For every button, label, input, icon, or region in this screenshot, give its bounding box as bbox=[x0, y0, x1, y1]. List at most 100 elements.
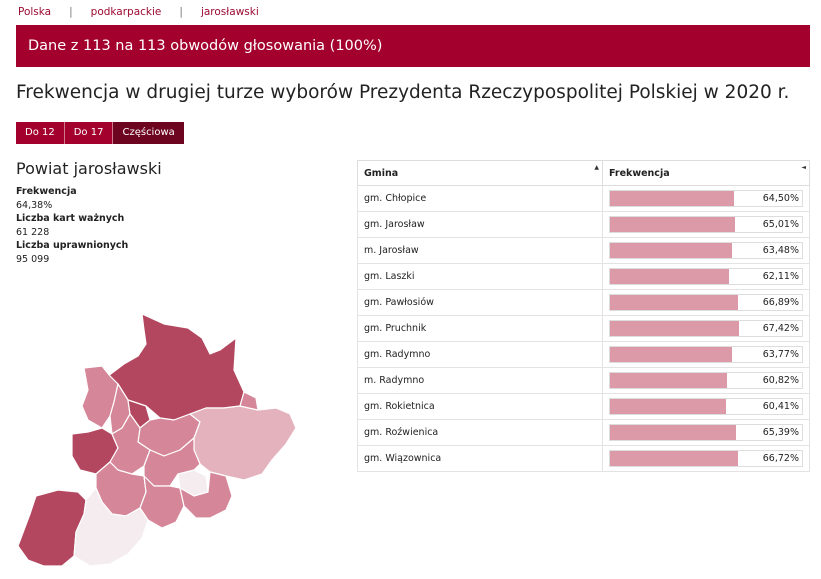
breadcrumb-separator: | bbox=[69, 6, 73, 18]
frekwencja-cell: 63,77% bbox=[602, 341, 810, 368]
stat-label-uprawnieni: Liczba uprawnionych bbox=[16, 240, 129, 252]
table-row[interactable]: m. Radymno 60,82% bbox=[357, 367, 810, 394]
frekwencja-bar bbox=[610, 295, 739, 310]
frekwencja-bar-track: 62,11% bbox=[609, 268, 803, 285]
frekwencja-bar-track: 64,50% bbox=[609, 190, 803, 207]
breadcrumb-polska[interactable]: Polska bbox=[18, 6, 52, 18]
frekwencja-bar-track: 66,72% bbox=[609, 450, 803, 467]
frekwencja-bar bbox=[610, 373, 727, 388]
frekwencja-value: 64,50% bbox=[762, 193, 799, 204]
frekwencja-bar-track: 60,41% bbox=[609, 398, 803, 415]
frekwencja-value: 66,89% bbox=[762, 297, 799, 308]
frekwencja-cell: 60,41% bbox=[602, 393, 810, 420]
gmina-name[interactable]: gm. Wiązownica bbox=[357, 445, 603, 472]
frekwencja-bar bbox=[610, 243, 732, 258]
stat-label-frekwencja: Frekwencja bbox=[16, 186, 77, 197]
frekwencja-bar bbox=[610, 425, 736, 440]
gmina-name[interactable]: gm. Rokietnica bbox=[357, 393, 603, 420]
gmina-name[interactable]: gm. Pruchnik bbox=[357, 315, 603, 342]
table-row[interactable]: gm. Laszki 62,11% bbox=[357, 263, 810, 290]
map-region-south-c[interactable] bbox=[179, 471, 233, 519]
table-row[interactable]: gm. Radymno 63,77% bbox=[357, 341, 810, 368]
table-row[interactable]: gm. Roźwienica 65,39% bbox=[357, 419, 810, 446]
frekwencja-bar bbox=[610, 321, 740, 336]
frekwencja-value: 63,77% bbox=[762, 349, 799, 360]
frekwencja-value: 65,39% bbox=[762, 427, 799, 438]
gmina-name[interactable]: gm. Chłopice bbox=[357, 185, 603, 212]
frekwencja-cell: 67,42% bbox=[602, 315, 810, 342]
powiat-title: Powiat jarosławski bbox=[16, 159, 162, 178]
frekwencja-cell: 65,01% bbox=[602, 211, 810, 238]
powiat-map bbox=[17, 313, 297, 567]
gmina-name[interactable]: gm. Radymno bbox=[357, 341, 603, 368]
frekwencja-value: 62,11% bbox=[762, 271, 799, 282]
table-body: gm. Chłopice 64,50% gm. Jarosław 65,01% m. J… bbox=[357, 185, 810, 472]
frekwencja-bar-track: 66,89% bbox=[609, 294, 803, 311]
frekwencja-value: 65,01% bbox=[762, 219, 799, 230]
gmina-name[interactable]: gm. Roźwienica bbox=[357, 419, 603, 446]
breadcrumb-separator: | bbox=[179, 6, 183, 18]
stat-value-karty: 61 228 bbox=[16, 226, 50, 238]
frekwencja-bar-track: 63,77% bbox=[609, 346, 803, 363]
breadcrumb: Polska | podkarpackie | jarosławski bbox=[18, 6, 259, 18]
frekwencja-cell: 66,72% bbox=[602, 445, 810, 472]
map-region-south-b[interactable] bbox=[139, 475, 185, 529]
header-gmina[interactable]: Gmina ▲ bbox=[357, 160, 603, 186]
stat-value-frekwencja: 64,38% bbox=[16, 199, 53, 211]
map-region-rozwienica[interactable] bbox=[73, 487, 149, 567]
stat-label-karty: Liczba kart ważnych bbox=[16, 213, 125, 225]
frekwencja-bar-track: 67,42% bbox=[609, 320, 803, 337]
map-region-laszki[interactable] bbox=[189, 405, 297, 481]
frekwencja-cell: 60,82% bbox=[602, 367, 810, 394]
table-row[interactable]: gm. Pawłosiów 66,89% bbox=[357, 289, 810, 316]
frekwencja-cell: 63,48% bbox=[602, 237, 810, 264]
frekwencja-cell: 66,89% bbox=[602, 289, 810, 316]
frekwencja-bar-track: 65,39% bbox=[609, 424, 803, 441]
frekwencja-bar-track: 60,82% bbox=[609, 372, 803, 389]
frekwencja-value: 60,41% bbox=[762, 401, 799, 412]
gmina-name[interactable]: gm. Pawłosiów bbox=[357, 289, 603, 316]
tab-do-12[interactable]: Do 12 bbox=[16, 122, 65, 144]
map-region-pruchnik[interactable] bbox=[17, 489, 87, 567]
frekwencja-value: 67,42% bbox=[762, 323, 799, 334]
gmina-name[interactable]: m. Radymno bbox=[357, 367, 603, 394]
gmina-name[interactable]: gm. Jarosław bbox=[357, 211, 603, 238]
frekwencja-bar-track: 63,48% bbox=[609, 242, 803, 259]
table-row[interactable]: m. Jarosław 63,48% bbox=[357, 237, 810, 264]
gmina-table: Gmina ▲ Frekwencja ◄ gm. Chłopice 64,50% gm.… bbox=[357, 160, 810, 472]
sort-left-icon[interactable]: ◄ bbox=[801, 164, 806, 171]
table-row[interactable]: gm. Jarosław 65,01% bbox=[357, 211, 810, 238]
frekwencja-bar bbox=[610, 451, 739, 466]
map-region-wiazownica[interactable] bbox=[239, 391, 259, 411]
frekwencja-value: 60,82% bbox=[762, 375, 799, 386]
frekwencja-cell: 64,50% bbox=[602, 185, 810, 212]
powiat-stats: Frekwencja 64,38% Liczba kart ważnych 61… bbox=[16, 185, 128, 267]
frekwencja-bar bbox=[610, 191, 734, 206]
table-row[interactable]: gm. Wiązownica 66,72% bbox=[357, 445, 810, 472]
breadcrumb-jaroslawski[interactable]: jarosławski bbox=[200, 6, 259, 18]
table-row[interactable]: gm. Chłopice 64,50% bbox=[357, 185, 810, 212]
frekwencja-value: 66,72% bbox=[762, 453, 799, 464]
gmina-name[interactable]: gm. Laszki bbox=[357, 263, 603, 290]
breadcrumb-podkarpackie[interactable]: podkarpackie bbox=[90, 6, 162, 18]
frekwencja-value: 63,48% bbox=[762, 245, 799, 256]
tab-do-17[interactable]: Do 17 bbox=[64, 122, 114, 144]
sort-asc-icon[interactable]: ▲ bbox=[594, 164, 599, 171]
frekwencja-bar bbox=[610, 399, 726, 414]
frekwencja-bar-track: 65,01% bbox=[609, 216, 803, 233]
frekwencja-cell: 65,39% bbox=[602, 419, 810, 446]
frekwencja-bar bbox=[610, 217, 735, 232]
frekwencja-bar bbox=[610, 269, 730, 284]
page-title: Frekwencja w drugiej turze wyborów Prezy… bbox=[16, 82, 790, 103]
frekwencja-cell: 62,11% bbox=[602, 263, 810, 290]
data-coverage-banner: Dane z 113 na 113 obwodów głosowania (10… bbox=[16, 25, 810, 67]
table-header-row: Gmina ▲ Frekwencja ◄ bbox=[357, 160, 810, 186]
stat-value-uprawnieni: 95 099 bbox=[16, 253, 50, 265]
table-row[interactable]: gm. Rokietnica 60,41% bbox=[357, 393, 810, 420]
table-row[interactable]: gm. Pruchnik 67,42% bbox=[357, 315, 810, 342]
frekwencja-bar bbox=[610, 347, 733, 362]
time-tabs: Do 12 Do 17 Częściowa bbox=[16, 122, 184, 144]
header-frekwencja[interactable]: Frekwencja ◄ bbox=[602, 160, 810, 186]
gmina-name[interactable]: m. Jarosław bbox=[357, 237, 603, 264]
tab-czesciowa[interactable]: Częściowa bbox=[113, 122, 184, 144]
